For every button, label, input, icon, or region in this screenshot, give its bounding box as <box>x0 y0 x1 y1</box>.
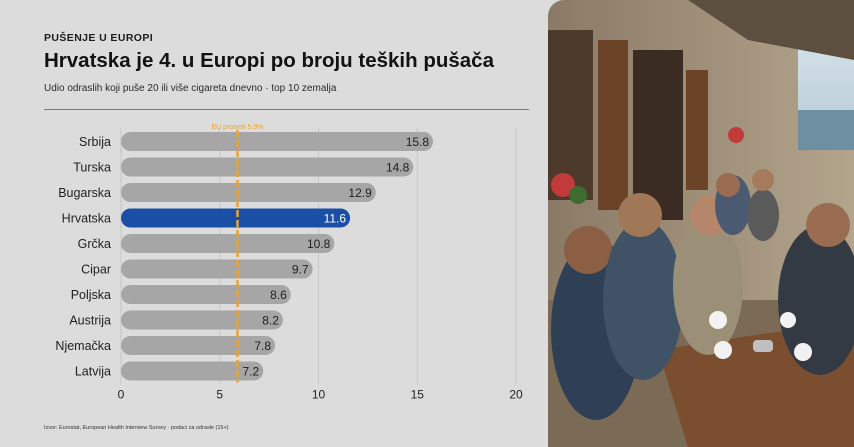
category-label: Grčka <box>78 237 111 251</box>
cafe-photo <box>548 0 854 447</box>
chart-subtitle: Udio odraslih koji puše 20 ili više ciga… <box>44 83 337 94</box>
source-note: Izvor: Eurostat, European Health Intervi… <box>44 425 229 431</box>
category-label: Hrvatska <box>62 212 111 226</box>
data-label: 8.2 <box>262 314 279 328</box>
bar-chart: 0 5 10 15 20 15.8 Srbija 14.8 Turska 12.9 Bugarska… <box>0 112 548 407</box>
chart-title: Hrvatska je 4. u Europi po broju teških … <box>44 49 494 72</box>
data-label: 12.9 <box>348 186 372 200</box>
bar <box>121 285 291 304</box>
divider <box>44 109 529 110</box>
bar <box>121 310 283 330</box>
bar <box>121 234 335 253</box>
bar-chart-svg: 0 5 10 15 20 15.8 Srbija 14.8 Turska 12.9 Bugarska… <box>55 124 523 402</box>
data-label: 15.8 <box>406 135 430 149</box>
x-tick-label: 15 <box>411 388 425 402</box>
data-label: 7.2 <box>243 365 260 379</box>
photo-cafe-smokers-icon <box>548 0 854 447</box>
data-label: 8.6 <box>270 288 287 302</box>
bar <box>121 157 414 177</box>
x-tick-label: 20 <box>509 388 523 402</box>
data-label: 7.8 <box>254 339 271 353</box>
category-label: Njemačka <box>55 339 111 353</box>
x-tick-label: 10 <box>312 388 326 402</box>
kicker: PUŠENJE U EUROPI <box>44 32 154 44</box>
category-label: Latvija <box>75 365 111 379</box>
data-label: 11.6 <box>324 212 347 226</box>
bar <box>121 183 376 202</box>
bar <box>121 132 434 151</box>
data-label: 14.8 <box>386 161 410 175</box>
bar <box>121 259 313 279</box>
chart-panel: PUŠENJE U EUROPI Hrvatska je 4. u Europi… <box>0 32 548 431</box>
category-label: Bugarska <box>58 186 111 200</box>
category-label: Poljska <box>71 288 111 302</box>
x-tick-label: 5 <box>216 388 223 402</box>
bar <box>121 208 351 228</box>
category-label: Turska <box>73 161 111 175</box>
data-label: 10.8 <box>307 237 331 251</box>
bar <box>121 336 276 355</box>
category-label: Austrija <box>69 314 111 328</box>
category-label: Cipar <box>81 263 111 277</box>
data-label: 9.7 <box>292 263 309 277</box>
reference-label: EU prosjek 5.9% <box>211 124 263 131</box>
bar <box>121 361 264 381</box>
category-label: Srbija <box>79 135 111 149</box>
x-tick-label: 0 <box>118 388 125 402</box>
